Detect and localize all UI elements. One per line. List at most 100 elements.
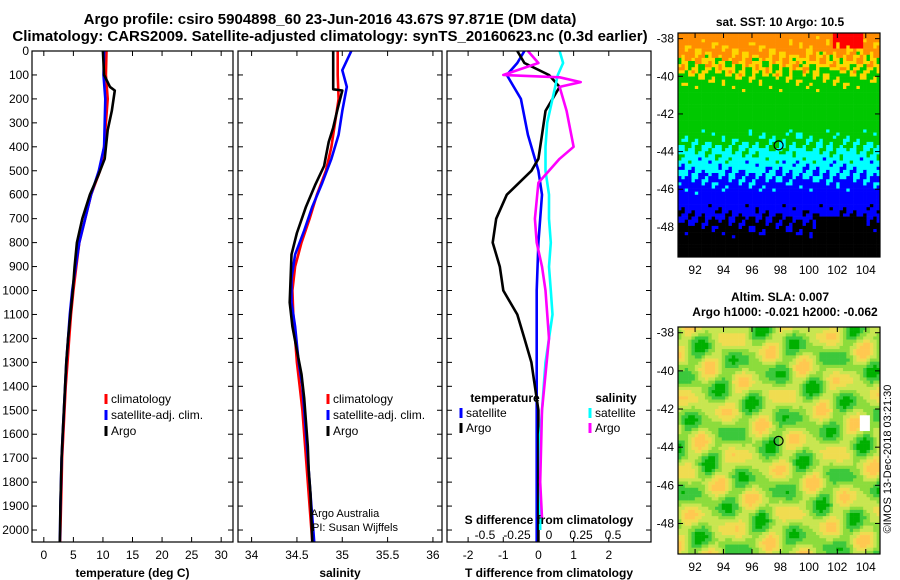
map-cell — [839, 213, 844, 217]
map-cell — [816, 117, 820, 121]
map-cell — [859, 157, 864, 161]
map-cell — [684, 98, 689, 102]
map-cell — [688, 229, 692, 233]
map-cell — [789, 241, 793, 245]
map-cell — [779, 232, 783, 236]
map-cell — [849, 210, 854, 214]
map-cell — [725, 33, 729, 37]
map-cell — [698, 197, 702, 202]
map-cell — [856, 330, 861, 334]
map-cell — [812, 182, 817, 186]
map-cell — [758, 229, 763, 233]
map-cell — [842, 191, 847, 196]
map-cell — [678, 57, 682, 62]
map-cell — [842, 123, 847, 127]
map-cell — [725, 216, 729, 220]
map-cell — [725, 163, 729, 168]
map-cell — [765, 194, 770, 199]
map-cell — [859, 222, 864, 227]
map-cell — [765, 73, 770, 77]
map-cell — [792, 188, 797, 192]
map-cell — [684, 210, 689, 214]
map-cell — [725, 107, 729, 112]
map-cell — [869, 188, 874, 192]
map-cell — [718, 225, 723, 230]
map-cell — [876, 79, 881, 84]
map-cell — [715, 194, 719, 199]
map-cell — [842, 135, 847, 140]
map-cell — [768, 166, 773, 171]
map-cell — [728, 219, 733, 224]
map-cell — [873, 95, 877, 99]
map-cell — [715, 160, 719, 164]
map-cell — [758, 113, 763, 118]
map-cell — [701, 67, 706, 71]
map-cell — [785, 342, 790, 347]
map-cell — [816, 327, 820, 331]
map-cell — [826, 110, 830, 115]
map-cell — [738, 185, 743, 189]
map-cell — [704, 110, 709, 115]
map-cell — [752, 182, 756, 186]
map-cell — [785, 201, 790, 205]
map-cell — [688, 120, 692, 124]
map-cell — [741, 160, 746, 164]
map-cell — [779, 61, 783, 65]
map-cell — [745, 141, 749, 146]
map-cell — [856, 333, 861, 337]
map-cell — [718, 222, 723, 227]
map-cell — [711, 45, 716, 49]
map-cell — [826, 222, 830, 227]
map-cell — [681, 241, 686, 245]
map-cell — [748, 36, 753, 40]
map-cell — [863, 333, 867, 337]
map-cell — [681, 98, 686, 102]
map-cell — [768, 85, 773, 90]
map-cell — [849, 182, 854, 186]
map-cell — [876, 145, 881, 149]
map-cell — [772, 36, 776, 40]
map-cell — [701, 73, 706, 77]
map-cell — [765, 176, 770, 180]
map-cell — [785, 110, 790, 115]
map-cell — [765, 197, 770, 202]
map-cell — [819, 132, 824, 136]
map-cell — [678, 235, 682, 239]
map-cell — [691, 145, 696, 149]
map-cell — [738, 207, 743, 211]
map-cell — [832, 179, 837, 183]
map-cell — [718, 36, 723, 40]
map-cell — [725, 57, 729, 62]
map-cell — [738, 95, 743, 99]
map-cell — [715, 327, 719, 331]
map-cell — [715, 61, 719, 65]
map-cell — [688, 188, 692, 192]
map-cell — [711, 241, 716, 245]
map-cell — [842, 92, 847, 96]
map-cell — [688, 232, 692, 236]
map-cell — [863, 244, 867, 248]
map-cell — [842, 98, 847, 102]
map-cell — [866, 132, 871, 136]
map-cell — [805, 204, 810, 208]
map-cell — [772, 219, 776, 224]
map-cell — [792, 54, 797, 59]
map-cell — [698, 163, 702, 168]
map-cell — [775, 163, 780, 168]
map-cell — [782, 238, 787, 242]
map-cell — [698, 126, 702, 130]
map-cell — [721, 241, 726, 245]
map-cell — [708, 45, 712, 49]
map-cell — [849, 160, 854, 164]
map-cell — [758, 157, 763, 161]
map-cell — [678, 135, 682, 140]
map-cell — [691, 235, 696, 239]
map-cell — [755, 79, 760, 84]
map-cell — [715, 210, 719, 214]
map-cell — [795, 64, 800, 68]
map-cell — [816, 336, 820, 340]
map-cell — [789, 126, 793, 130]
map-cell — [762, 138, 766, 143]
map-cell — [688, 138, 692, 143]
map-cell — [762, 61, 766, 65]
